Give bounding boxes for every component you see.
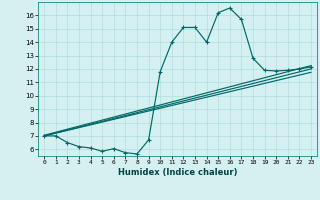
X-axis label: Humidex (Indice chaleur): Humidex (Indice chaleur) [118,168,237,177]
